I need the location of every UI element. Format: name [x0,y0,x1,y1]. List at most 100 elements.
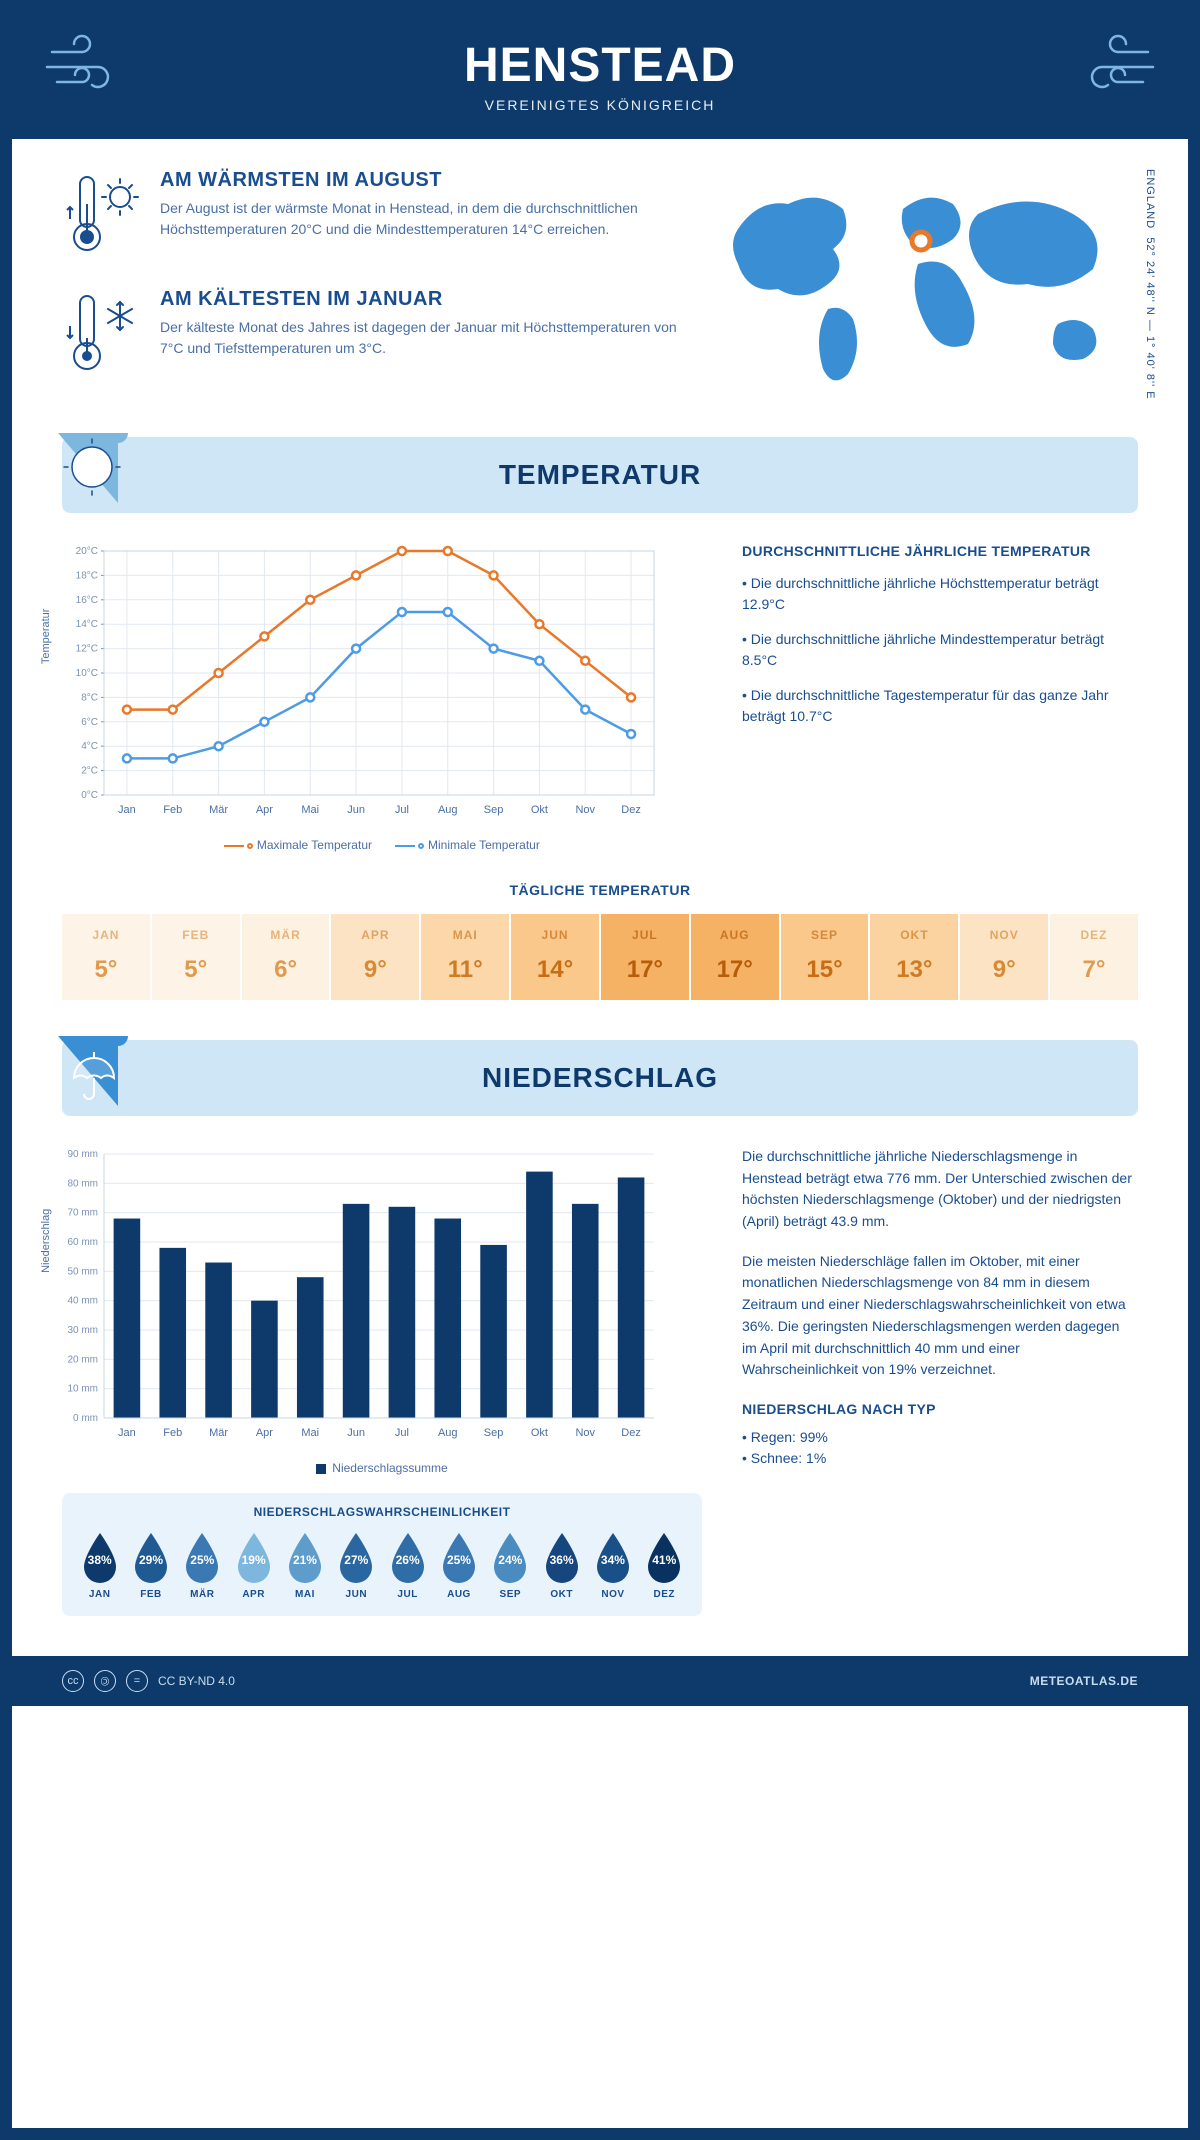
svg-text:Jan: Jan [118,804,136,816]
daily-temp-cell: NOV9° [960,914,1048,1000]
warmest-fact: AM WÄRMSTEN IM AUGUST Der August ist der… [62,169,688,264]
svg-text:60 mm: 60 mm [67,1237,98,1248]
svg-text:16°C: 16°C [76,595,98,606]
prob-cell: 19%APR [230,1531,277,1600]
svg-text:10 mm: 10 mm [67,1384,98,1395]
precipitation-probability: NIEDERSCHLAGSWAHRSCHEINLICHKEIT 38%JAN29… [62,1493,702,1616]
svg-text:Okt: Okt [531,1427,548,1439]
svg-text:8°C: 8°C [81,692,98,703]
svg-text:Mär: Mär [209,1427,228,1439]
svg-text:Apr: Apr [256,804,273,816]
svg-text:Jun: Jun [347,804,365,816]
footer: cc 🄯 = CC BY-ND 4.0 METEOATLAS.DE [12,1656,1188,1706]
svg-text:20°C: 20°C [76,546,98,557]
svg-text:Sep: Sep [484,1427,504,1439]
daily-temp-cell: OKT13° [870,914,958,1000]
warmest-title: AM WÄRMSTEN IM AUGUST [160,169,688,192]
header: HENSTEAD VEREINIGTES KÖNIGREICH [12,12,1188,139]
coldest-text: Der kälteste Monat des Jahres ist dagege… [160,317,688,359]
prob-cell: 34%NOV [589,1531,636,1600]
svg-text:12°C: 12°C [76,644,98,655]
prob-cell: 38%JAN [76,1531,123,1600]
svg-text:Sep: Sep [484,804,504,816]
svg-text:20 mm: 20 mm [67,1354,98,1365]
section-temperature: TEMPERATUR [62,437,1138,513]
warmest-text: Der August ist der wärmste Monat in Hens… [160,198,688,240]
section-precipitation: NIEDERSCHLAG [62,1040,1138,1116]
svg-text:Jun: Jun [347,1427,365,1439]
prob-cell: 29%FEB [127,1531,174,1600]
svg-text:Jul: Jul [395,1427,409,1439]
daily-temp-cell: JUL17° [601,914,689,1000]
svg-text:50 mm: 50 mm [67,1266,98,1277]
prob-cell: 41%DEZ [641,1531,688,1600]
thermometer-cold-icon [62,288,142,383]
daily-temp-cell: MAI11° [421,914,509,1000]
svg-text:80 mm: 80 mm [67,1178,98,1189]
daily-temp-title: TÄGLICHE TEMPERATUR [62,882,1138,898]
svg-text:Feb: Feb [163,1427,182,1439]
precip-ylabel: Niederschlag [40,1208,52,1272]
svg-text:Okt: Okt [531,804,548,816]
nd-icon: = [126,1670,148,1692]
svg-text:10°C: 10°C [76,668,98,679]
prob-cell: 26%JUL [384,1531,431,1600]
svg-text:4°C: 4°C [81,741,98,752]
svg-text:40 mm: 40 mm [67,1296,98,1307]
coldest-title: AM KÄLTESTEN IM JANUAR [160,288,688,311]
svg-text:30 mm: 30 mm [67,1325,98,1336]
page-subtitle: VEREINIGTES KÖNIGREICH [12,97,1188,113]
thermometer-hot-icon [62,169,142,264]
svg-text:2°C: 2°C [81,766,98,777]
prob-cell: 24%SEP [487,1531,534,1600]
svg-text:Aug: Aug [438,1427,458,1439]
coldest-fact: AM KÄLTESTEN IM JANUAR Der kälteste Mona… [62,288,688,383]
svg-text:Aug: Aug [438,804,458,816]
temp-legend: Maximale Temperatur Minimale Temperatur [62,838,702,852]
page-title: HENSTEAD [12,38,1188,93]
site-name: METEOATLAS.DE [1030,1674,1138,1688]
daily-temp-cell: JUN14° [511,914,599,1000]
temp-ylabel: Temperatur [40,608,52,664]
svg-text:0°C: 0°C [81,790,98,801]
precipitation-summary: Die durchschnittliche jährliche Niedersc… [742,1146,1138,1616]
prob-cell: 25%AUG [435,1531,482,1600]
prob-cell: 27%JUN [333,1531,380,1600]
temperature-summary: DURCHSCHNITTLICHE JÄHRLICHE TEMPERATUR •… [742,543,1138,852]
svg-text:70 mm: 70 mm [67,1208,98,1219]
daily-temp-cell: SEP15° [781,914,869,1000]
daily-temp-cell: MÄR6° [242,914,330,1000]
prob-cell: 25%MÄR [179,1531,226,1600]
prob-cell: 36%OKT [538,1531,585,1600]
svg-text:Dez: Dez [621,1427,641,1439]
svg-text:Mär: Mär [209,804,228,816]
temperature-line-chart: 0°C 2°C 4°C 6°C 8°C 10°C 12°C 14°C 16°C 18°C 20°C J… [62,543,662,823]
precipitation-bar-chart: 0 mm 10 mm 20 mm 30 mm 40 mm 50 mm 60 mm 70 mm 8… [62,1146,662,1446]
daily-temp-cell: APR9° [331,914,419,1000]
svg-text:Feb: Feb [163,804,182,816]
svg-text:Jul: Jul [395,804,409,816]
daily-temp-grid: JAN5°FEB5°MÄR6°APR9°MAI11°JUN14°JUL17°AU… [62,914,1138,1000]
svg-text:0 mm: 0 mm [73,1413,98,1424]
svg-text:Nov: Nov [575,804,595,816]
wind-icon [1068,32,1158,107]
world-map: ENGLAND 52° 24' 48'' N — 1° 40' 8'' E [718,169,1138,407]
svg-text:90 mm: 90 mm [67,1149,98,1160]
svg-text:Mai: Mai [301,804,319,816]
svg-text:14°C: 14°C [76,619,98,630]
svg-text:18°C: 18°C [76,570,98,581]
by-icon: 🄯 [94,1670,116,1692]
license-text: CC BY-ND 4.0 [158,1674,235,1688]
prob-cell: 21%MAI [281,1531,328,1600]
daily-temp-cell: AUG17° [691,914,779,1000]
umbrella-icon [58,1036,138,1123]
daily-temp-cell: DEZ7° [1050,914,1138,1000]
daily-temp-cell: FEB5° [152,914,240,1000]
svg-text:Dez: Dez [621,804,641,816]
coordinates: ENGLAND 52° 24' 48'' N — 1° 40' 8'' E [1144,169,1156,400]
svg-text:Nov: Nov [575,1427,595,1439]
svg-text:6°C: 6°C [81,717,98,728]
sun-icon [58,433,138,520]
svg-text:Mai: Mai [301,1427,319,1439]
daily-temp-cell: JAN5° [62,914,150,1000]
